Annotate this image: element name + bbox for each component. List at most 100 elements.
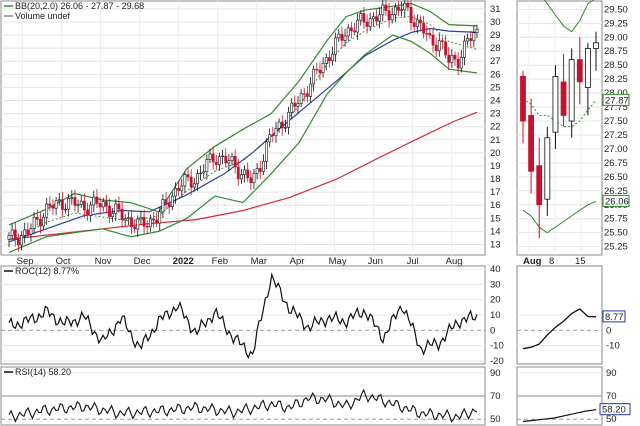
main-x-axis: Sep Oct Nov Dec 2022 Feb Mar Apr May Jun Jul Aug xyxy=(17,256,463,267)
main-candle-body-116 xyxy=(371,16,375,19)
rsi-y-tick-2: 90 xyxy=(490,368,501,379)
zoom-inset-panel: 25.2525.5025.7526.0026.2526.5026.7527.00… xyxy=(516,0,630,267)
roc-series xyxy=(8,272,478,360)
main-y-tick-15: 15 xyxy=(490,213,501,224)
main-candle-body-90 xyxy=(290,102,294,113)
main-candle-body-108 xyxy=(346,27,350,37)
main-candle-body-4 xyxy=(20,235,23,246)
main-candle-body-83 xyxy=(268,134,272,143)
main-candle-body-97 xyxy=(312,68,316,85)
main-candle-body-53 xyxy=(174,188,177,197)
main-candle-body-142 xyxy=(453,54,457,60)
main-candle-body-24 xyxy=(82,200,86,211)
zoom-y-tick-1: 25.50 xyxy=(604,228,628,239)
main-candle-body-80 xyxy=(258,168,262,172)
zoom-candle-body-9 xyxy=(593,42,599,49)
main-candle-body-55 xyxy=(180,185,184,191)
rsi-series xyxy=(8,388,478,423)
zoom-x-label-2: 15 xyxy=(575,256,586,267)
main-candle-body-14 xyxy=(51,205,55,209)
main-candle-body-8 xyxy=(32,216,36,229)
zoom-x-label-1: 8 xyxy=(549,256,554,267)
main-candle-body-91 xyxy=(293,102,297,107)
main-candle-body-7 xyxy=(29,228,33,235)
main-candle-body-136 xyxy=(434,44,438,52)
main-candle-body-109 xyxy=(349,27,353,32)
main-candle-body-28 xyxy=(95,196,99,204)
main-plot-frame xyxy=(0,0,486,256)
rsi-inset-y-axis: 50 70 90 58.20 xyxy=(599,368,631,425)
main-candle-body-46 xyxy=(152,218,155,221)
zoom-candles xyxy=(520,31,599,239)
rsi-panel: 50 70 90 RSI(14) 58.20 xyxy=(0,366,501,426)
main-candle-body-47 xyxy=(155,219,159,224)
roc-line xyxy=(8,272,478,360)
main-candle-body-147 xyxy=(469,38,473,42)
main-candle-body-58 xyxy=(189,176,193,188)
roc-inset-series xyxy=(522,308,597,350)
main-x-label-2: Nov xyxy=(95,256,112,267)
rsi-line xyxy=(8,388,478,423)
main-candle-body-77 xyxy=(249,177,253,184)
main-y-tick-26: 26 xyxy=(490,69,501,80)
main-candle-body-44 xyxy=(145,225,149,228)
main-candle-body-79 xyxy=(255,168,259,174)
zoom-y-axis: 25.2525.5025.7526.0026.2526.5026.7527.00… xyxy=(602,4,630,253)
rsi-y-axis: 50 70 90 xyxy=(490,368,501,425)
main-candle-body-141 xyxy=(450,54,454,63)
main-candle-body-43 xyxy=(142,217,146,227)
main-x-label-7: Apr xyxy=(290,256,305,267)
main-candle-body-71 xyxy=(230,155,234,161)
main-candle-body-84 xyxy=(271,134,275,137)
main-candle-body-36 xyxy=(120,208,124,221)
main-candle-body-13 xyxy=(48,203,52,207)
main-candle-body-101 xyxy=(324,57,328,64)
main-candle-body-95 xyxy=(305,93,309,97)
main-candle-body-0 xyxy=(7,235,11,240)
main-candle-body-126 xyxy=(403,2,407,11)
main-candle-body-111 xyxy=(356,19,360,33)
rsi-inset-highlight-label-0: 58.20 xyxy=(602,405,626,416)
main-candle-body-40 xyxy=(133,226,137,230)
roc-y-tick-5: 30 xyxy=(490,279,501,290)
main-x-label-4: 2022 xyxy=(173,256,194,267)
main-x-label-0: Sep xyxy=(17,256,34,267)
zoom-candle-body-4 xyxy=(552,75,559,133)
zoom-y-tick-17: 29.50 xyxy=(604,4,628,15)
zoom-y-tick-9: 27.50 xyxy=(604,116,628,127)
main-candle-body-66 xyxy=(214,161,218,165)
main-candle-body-62 xyxy=(202,171,206,174)
zoom-y-tick-16: 29.25 xyxy=(604,18,628,29)
main-candle-body-121 xyxy=(387,10,391,21)
main-candle-body-82 xyxy=(265,141,268,162)
rsi-inset-series xyxy=(522,409,597,423)
main-candle-body-6 xyxy=(26,229,30,235)
main-candle-body-93 xyxy=(299,93,303,104)
main-candle-body-115 xyxy=(368,18,372,27)
main-candle-body-52 xyxy=(170,195,174,207)
main-x-label-5: Feb xyxy=(212,256,228,267)
main-candle-body-63 xyxy=(205,159,209,173)
main-candle-body-19 xyxy=(67,198,71,210)
main-candle-body-15 xyxy=(54,200,58,209)
main-candle-body-128 xyxy=(409,6,413,23)
main-candle-body-81 xyxy=(262,160,265,172)
main-candle-body-110 xyxy=(353,30,356,33)
main-candle-body-51 xyxy=(167,203,171,207)
rsi-y-tick-0: 50 xyxy=(490,414,501,425)
main-y-tick-31: 31 xyxy=(490,4,501,15)
main-candle-body-78 xyxy=(252,173,256,184)
main-candle-body-125 xyxy=(400,9,404,11)
main-candle-body-45 xyxy=(148,218,152,228)
main-candle-body-11 xyxy=(42,216,45,227)
main-candle-body-106 xyxy=(340,33,344,41)
main-candle-body-12 xyxy=(45,203,49,218)
legend-volume-text: Volume undef xyxy=(15,11,71,21)
roc-y-tick-3: 10 xyxy=(490,310,501,321)
main-candle-body-148 xyxy=(472,32,476,42)
main-candle-body-132 xyxy=(422,22,426,34)
main-y-axis: 13 14 15 16 17 18 19 20 21 22 23 24 25 26 27 28 29 30 31 xyxy=(490,4,501,251)
rsi-inset-y-tick-0: 50 xyxy=(606,414,617,425)
main-price-panel: 13 14 15 16 17 18 19 20 21 22 23 24 25 26 27 28 29 30 31 S… xyxy=(0,0,501,267)
main-x-label-8: May xyxy=(329,256,347,267)
